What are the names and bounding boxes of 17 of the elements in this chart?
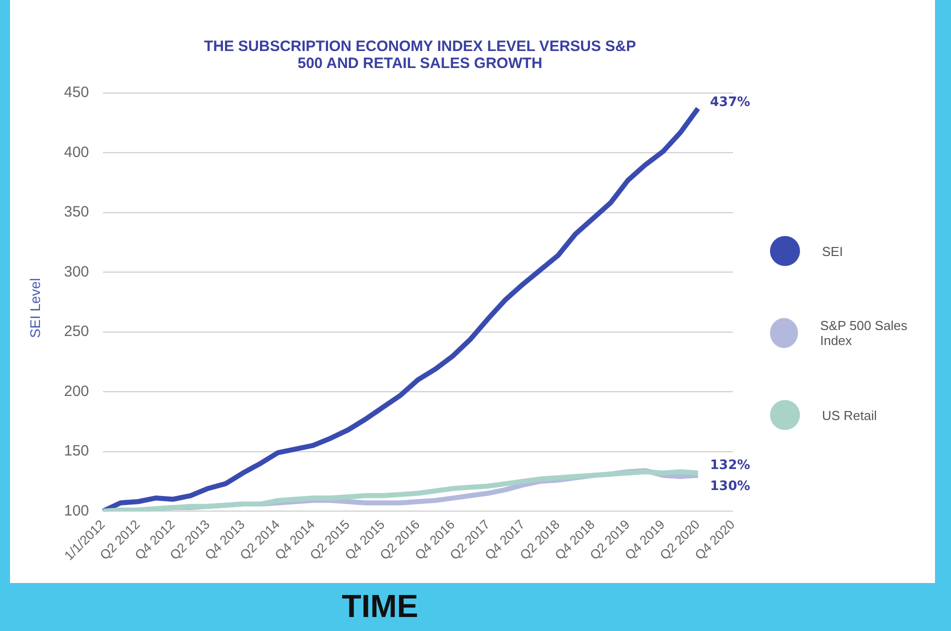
y-tick-label: 100 [64, 502, 90, 520]
x-axis-title: TIME [340, 588, 420, 625]
annotation: 132% [710, 458, 750, 473]
y-axis-title: SEI Level [27, 277, 43, 340]
y-tick-label: 250 [64, 323, 90, 340]
legend-label: US Retail [822, 408, 877, 422]
legend-label: SEI [822, 244, 843, 258]
y-tick-label: 200 [64, 382, 90, 400]
y-tick-label: 450 [64, 84, 90, 102]
y-tick-label: 400 [64, 144, 90, 161]
legend-label: S&P 500 Sales Index [820, 318, 908, 348]
annotation: 437% [710, 94, 750, 110]
y-tick-label: 150 [64, 442, 90, 460]
annotation: 130% [710, 479, 750, 494]
y-tick-label: 300 [64, 263, 90, 280]
chart-title: THE SUBSCRIPTION ECONOMY INDEX LEVEL VERSUS S&P 500 AND RETAIL SALES GROWTH [202, 38, 638, 72]
y-tick-label: 350 [64, 204, 90, 221]
